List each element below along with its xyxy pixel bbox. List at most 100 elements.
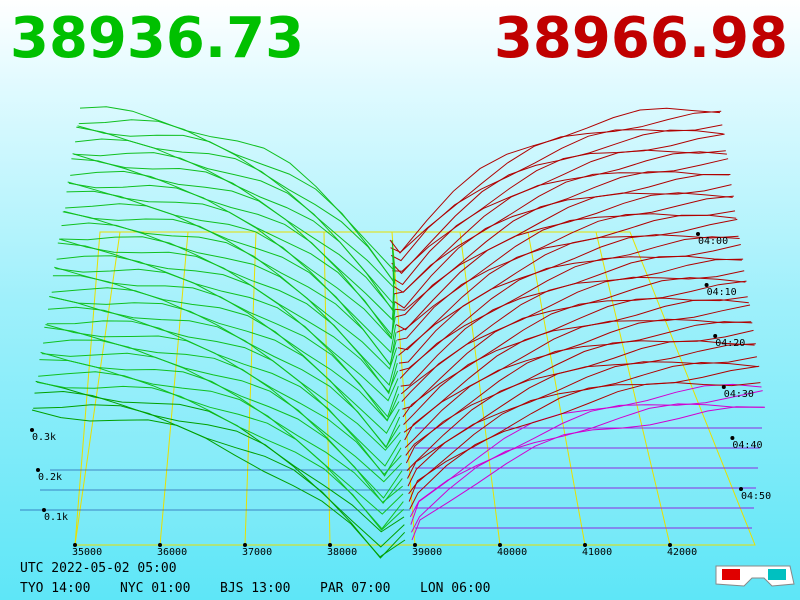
- price-label: 41000: [582, 547, 612, 558]
- ask-depth-line: [392, 149, 726, 286]
- bid-depth-line: [34, 390, 405, 548]
- depth-label: 0.3k: [32, 432, 56, 443]
- ask-depth-line: [394, 171, 730, 309]
- bid-depth-line: [45, 324, 402, 476]
- time-label: 04:30: [724, 389, 754, 400]
- price-grid-line: [459, 231, 501, 546]
- price-label: 40000: [497, 547, 527, 558]
- ask-depth-line: [395, 192, 733, 331]
- price-grid-line: [595, 231, 671, 546]
- bid-depth-line: [56, 255, 399, 418]
- bid-depth-line: [71, 158, 395, 321]
- depth-tick: [42, 508, 46, 512]
- bid-depth-line: [57, 242, 399, 402]
- time-label: 04:40: [732, 440, 762, 451]
- floor-grid: [20, 231, 762, 547]
- depth-tick: [36, 468, 40, 472]
- 3d-glasses-icon[interactable]: [715, 565, 795, 587]
- ask-depth-line: [405, 329, 754, 464]
- bid-depth-line: [62, 211, 398, 370]
- ask-depth-line: [389, 107, 721, 254]
- ask-depth-line: [404, 304, 751, 441]
- ask-price: 38966.98: [493, 6, 788, 71]
- price-tick: [243, 543, 247, 547]
- depth-curves: [31, 106, 766, 559]
- ask-depth-line: [410, 403, 764, 533]
- time-tick: [739, 487, 743, 491]
- bid-depth-line: [40, 351, 403, 503]
- time-tick: [730, 436, 735, 440]
- city-clock: PAR 07:00: [320, 581, 390, 596]
- ask-depth-line: [404, 318, 752, 449]
- bid-depth-line: [76, 126, 395, 289]
- bid-depth-line: [79, 106, 396, 273]
- price-grid-line: [391, 231, 416, 546]
- bid-depth-line: [65, 203, 397, 367]
- axis-labels: 35000 36000 37000 38000 39000 40000 41000 42000…: [20, 232, 771, 596]
- ask-depth-line: [405, 321, 753, 456]
- ask-depth-line: [409, 383, 762, 518]
- price-tick: [583, 543, 587, 547]
- price-tick: [158, 543, 162, 547]
- time-label: 04:00: [698, 236, 728, 247]
- depth-label: 0.1k: [44, 512, 68, 523]
- price-tick: [668, 543, 672, 547]
- bid-depth-line: [70, 170, 396, 337]
- price-label: 37000: [242, 547, 272, 558]
- price-label: 39000: [412, 547, 442, 558]
- depth-tick: [30, 428, 34, 432]
- time-tick: [713, 334, 718, 338]
- time-label: 04:20: [715, 338, 745, 349]
- price-grid-line: [159, 231, 189, 546]
- bid-depth-line: [63, 210, 397, 366]
- ask-depth-line: [397, 210, 736, 341]
- price-grid-line: [323, 231, 331, 546]
- bid-depth-line: [51, 287, 401, 448]
- ask-depth-line: [403, 296, 748, 425]
- ask-depth-line: [398, 218, 738, 356]
- bid-depth-line: [77, 125, 395, 284]
- time-tick: [696, 232, 700, 236]
- price-tick: [498, 543, 502, 547]
- price-grid-line: [527, 231, 586, 546]
- ask-depth-line: [398, 234, 739, 364]
- bid-price: 38936.73: [10, 6, 305, 71]
- ask-depth-line: [393, 151, 727, 293]
- price-tick: [73, 543, 77, 547]
- ask-depth-line: [392, 133, 725, 272]
- utc-clock: UTC 2022-05-02 05:00: [20, 561, 177, 576]
- bid-depth-line: [46, 320, 402, 477]
- city-clock: TYO 14:00: [20, 581, 90, 596]
- bid-depth-line: [47, 306, 402, 467]
- price-grid-line: [244, 231, 257, 546]
- ask-depth-line: [409, 381, 761, 510]
- bid-depth-line: [39, 359, 404, 515]
- bid-depth-line: [38, 371, 404, 530]
- price-label: 42000: [667, 547, 697, 558]
- time-label: 04:10: [707, 287, 737, 298]
- time-label: 04:50: [741, 491, 771, 502]
- price-label: 38000: [327, 547, 357, 558]
- ask-depth-line: [402, 277, 746, 410]
- bid-depth-line: [33, 404, 406, 559]
- time-tick: [704, 283, 709, 287]
- price-tick: [328, 543, 332, 547]
- ask-depth-line: [397, 214, 737, 351]
- city-clock: LON 06:00: [420, 581, 490, 596]
- city-clock: NYC 01:00: [120, 581, 190, 596]
- ask-depth-line: [408, 365, 760, 502]
- price-tick: [413, 543, 417, 547]
- bid-depth-line: [44, 326, 403, 483]
- ask-depth-line: [402, 280, 747, 418]
- bid-depth-line: [43, 339, 403, 499]
- ask-depth-line: [401, 270, 745, 402]
- bid-depth-line: [58, 238, 399, 393]
- bid-depth-line: [72, 153, 395, 311]
- price-label: 35000: [72, 547, 102, 558]
- city-clock: BJS 13:00: [220, 581, 290, 596]
- time-tick: [721, 385, 726, 389]
- ask-depth-line: [395, 184, 732, 318]
- ask-depth-line: [403, 299, 749, 433]
